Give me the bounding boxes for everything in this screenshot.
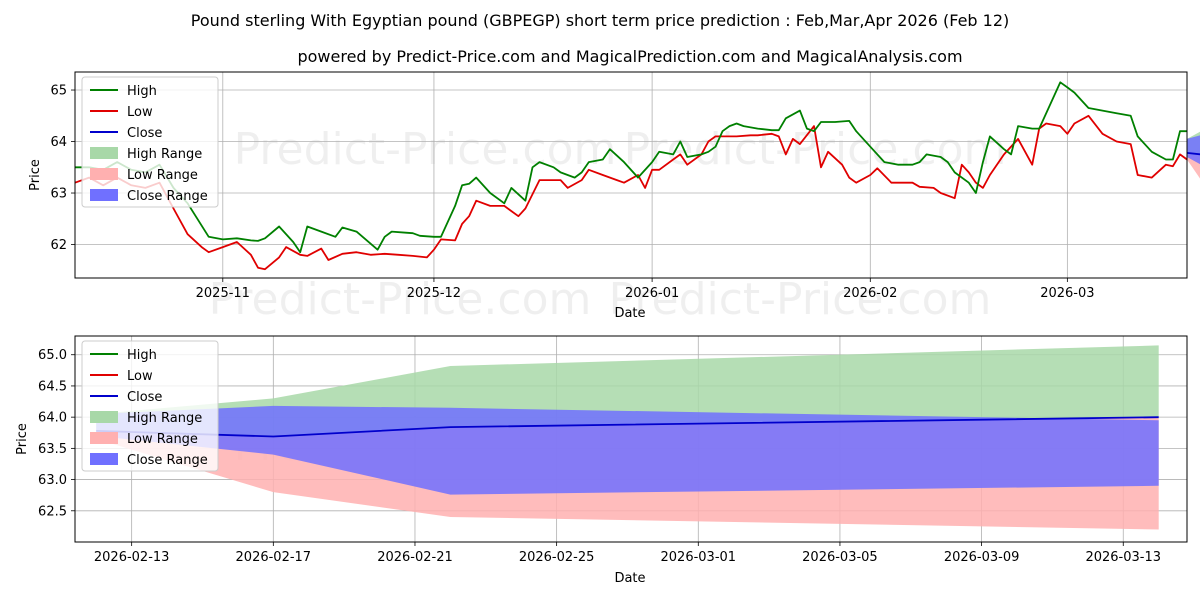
x-tick-label: 2026-02-13 bbox=[94, 550, 170, 565]
legend-swatch bbox=[90, 432, 118, 444]
watermark-1: Predict-Price.com bbox=[234, 124, 617, 175]
legend-swatch bbox=[90, 189, 118, 201]
y-tick-label: 64.5 bbox=[38, 379, 67, 394]
legend-label: Close Range bbox=[127, 189, 208, 204]
x-tick-label: 2026-02 bbox=[843, 286, 897, 301]
y-tick-label: 64 bbox=[50, 135, 67, 150]
legend-label: High Range bbox=[127, 147, 202, 162]
x-tick-label: 2026-03 bbox=[1040, 286, 1094, 301]
x-tick-label: 2025-12 bbox=[407, 286, 461, 301]
top-grid bbox=[75, 72, 1187, 278]
x-tick-label: 2026-02-21 bbox=[377, 550, 453, 565]
y-tick-label: 64.0 bbox=[38, 411, 67, 426]
top-axes-frame bbox=[74, 71, 1188, 279]
x-tick-label: 2026-02-25 bbox=[519, 550, 595, 565]
x-tick-label: 2026-03-13 bbox=[1085, 550, 1161, 565]
legend-swatch bbox=[90, 453, 118, 465]
x-tick-label: 2026-02-17 bbox=[236, 550, 312, 565]
high-series-line bbox=[75, 81, 1187, 254]
y-tick-label: 63.0 bbox=[38, 473, 67, 488]
x-tick-label: 2026-03-05 bbox=[802, 550, 878, 565]
y-tick-label: 65.0 bbox=[38, 348, 67, 363]
x-tick-label: 2026-03-01 bbox=[661, 550, 737, 565]
legend-label: Close bbox=[127, 126, 162, 141]
legend-swatch bbox=[90, 147, 118, 159]
watermark-4: Predict-Price.com bbox=[609, 274, 992, 325]
bottom-ylabel: Price bbox=[15, 423, 30, 455]
legend-label: Low Range bbox=[127, 432, 198, 447]
bottom-plot-area bbox=[96, 345, 1159, 530]
x-tick-label: 2026-01 bbox=[625, 286, 679, 301]
legend-label: Close bbox=[127, 390, 162, 405]
legend-label: High bbox=[127, 84, 157, 99]
legend-label: Low bbox=[127, 369, 153, 384]
y-tick-label: 62 bbox=[50, 238, 67, 253]
close-range-band bbox=[1187, 135, 1200, 165]
chart-subtitle: powered by Predict-Price.com and Magical… bbox=[297, 47, 962, 66]
close-range-band bbox=[96, 405, 1159, 495]
legend-label: Low Range bbox=[127, 168, 198, 183]
chart-title: Pound sterling With Egyptian pound (GBPE… bbox=[191, 11, 1010, 30]
y-tick-label: 62.5 bbox=[38, 504, 67, 519]
bottom-panel: Predict-Price.com Predict-Price.com 2026… bbox=[15, 335, 1188, 586]
top-xlabel: Date bbox=[614, 306, 645, 321]
x-tick-label: 2026-03-09 bbox=[944, 550, 1020, 565]
legend-swatch bbox=[90, 411, 118, 423]
legend-label: High bbox=[127, 348, 157, 363]
x-tick-label: 2025-11 bbox=[196, 286, 250, 301]
legend-label: Close Range bbox=[127, 453, 208, 468]
watermark-3: Predict-Price.com bbox=[209, 274, 592, 325]
y-tick-label: 63 bbox=[50, 187, 67, 202]
top-ticks: 2025-11 2025-12 2026-01 2026-02 2026-03 62 63 6… bbox=[50, 84, 1094, 301]
top-legend: High Low Close High Range Low Range Close Ran… bbox=[81, 76, 219, 208]
y-tick-label: 63.5 bbox=[38, 442, 67, 457]
y-tick-label: 65 bbox=[50, 84, 67, 99]
low-series-line bbox=[74, 114, 1188, 271]
bottom-ticks: 2026-02-13 2026-02-17 2026-02-21 2026-02-25… bbox=[38, 348, 1161, 565]
bottom-xlabel: Date bbox=[614, 571, 645, 586]
top-plot-area bbox=[74, 81, 1200, 271]
legend-label: High Range bbox=[127, 411, 202, 426]
bottom-legend: High Low Close High Range Low Range Close Ran… bbox=[81, 340, 219, 472]
top-panel: Predict-Price.com Predict-Price.com Pred… bbox=[28, 71, 1200, 325]
legend-label: Low bbox=[127, 105, 153, 120]
bottom-axes-frame bbox=[74, 335, 1188, 543]
top-ylabel: Price bbox=[28, 159, 43, 191]
legend-swatch bbox=[90, 168, 118, 180]
